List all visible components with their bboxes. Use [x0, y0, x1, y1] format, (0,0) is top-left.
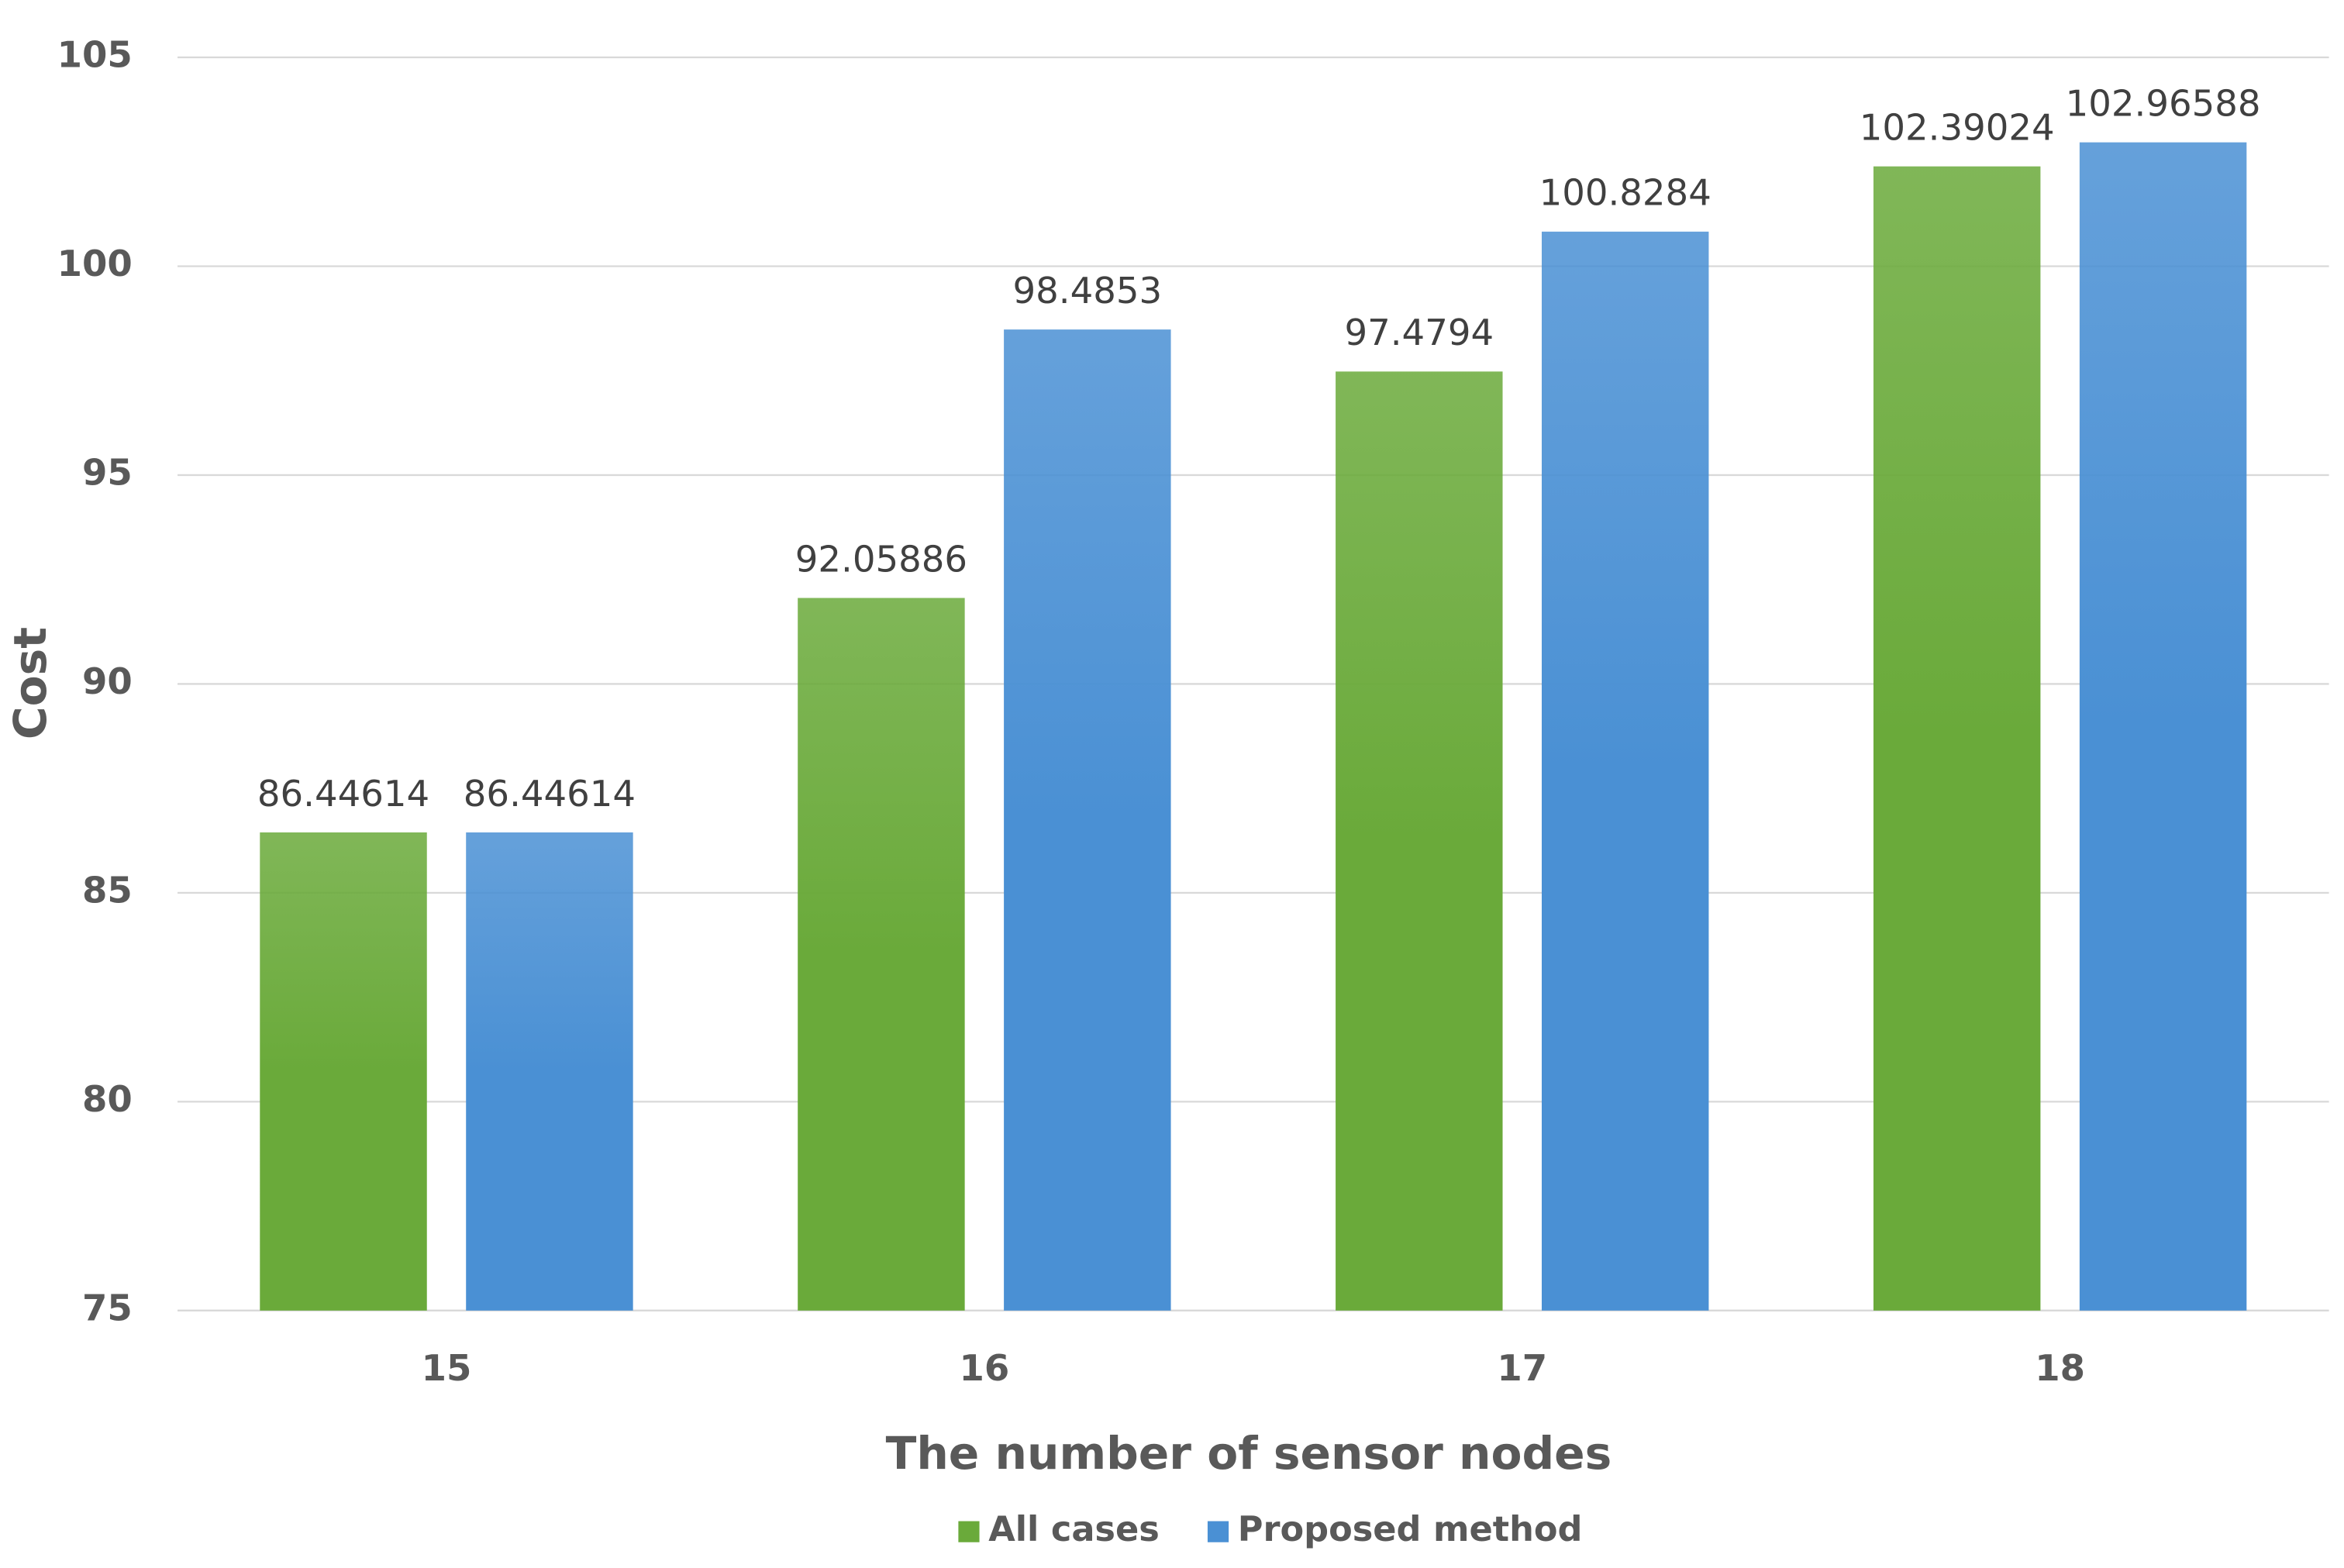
bar — [1873, 166, 2041, 1311]
bar — [260, 832, 427, 1311]
value-label: 86.44614 — [464, 773, 636, 815]
legend-swatch — [1207, 1521, 1229, 1542]
bar — [2079, 142, 2247, 1311]
y-tick-label: 80 — [82, 1078, 133, 1120]
value-label: 98.4853 — [1013, 270, 1163, 312]
value-label: 92.05886 — [795, 538, 967, 580]
y-tick-label: 75 — [82, 1287, 133, 1328]
bar — [1541, 231, 1709, 1311]
value-label: 97.4794 — [1344, 312, 1494, 353]
y-axis-title: Cost — [4, 627, 57, 739]
x-tick-label: 15 — [422, 1347, 472, 1389]
y-tick-label: 85 — [82, 869, 133, 911]
x-axis-title: The number of sensor nodes — [886, 1427, 1612, 1480]
bar — [1004, 329, 1171, 1311]
bar — [466, 832, 633, 1311]
bar — [798, 598, 965, 1311]
y-tick-label: 105 — [57, 34, 133, 76]
x-tick-label: 18 — [2035, 1347, 2085, 1389]
x-tick-label: 17 — [1497, 1347, 1547, 1389]
bar — [1336, 371, 1503, 1311]
value-label: 102.39024 — [1860, 107, 2055, 149]
value-label: 100.8284 — [1539, 172, 1711, 214]
y-tick-label: 90 — [82, 660, 133, 702]
value-label: 86.44614 — [257, 773, 429, 815]
x-tick-label: 16 — [959, 1347, 1009, 1389]
legend-label: Proposed method — [1238, 1509, 1583, 1549]
value-label: 102.96588 — [2066, 83, 2261, 125]
y-tick-label: 95 — [82, 451, 133, 493]
legend-label: All cases — [988, 1509, 1160, 1549]
y-tick-label: 100 — [57, 243, 133, 284]
legend-swatch — [958, 1521, 980, 1542]
